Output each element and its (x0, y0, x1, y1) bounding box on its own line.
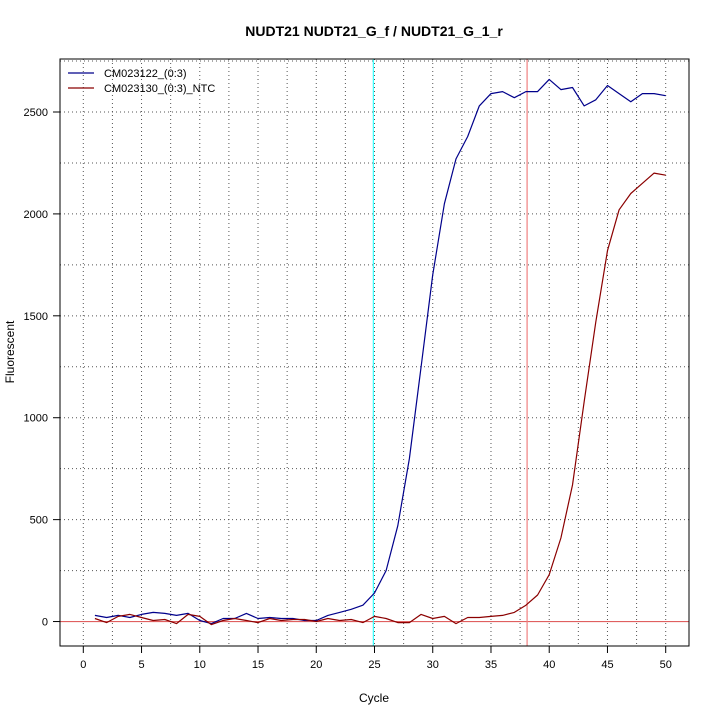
x-tick-label: 45 (601, 659, 613, 671)
x-tick-label: 0 (80, 659, 86, 671)
y-tick-label: 1000 (24, 413, 48, 425)
y-tick-label: 1500 (24, 311, 48, 323)
x-tick-label: 40 (543, 659, 555, 671)
x-tick-label: 5 (138, 659, 144, 671)
legend-entry-label: CM023130_(0:3)_NTC (104, 83, 215, 95)
reference-lines (60, 59, 689, 646)
legend-entry-label: CM023122_(0:3) (104, 68, 187, 80)
x-tick-label: 50 (660, 659, 672, 671)
chart-title: NUDT21 NUDT21_G_f / NUDT21_G_1_r (245, 23, 503, 39)
y-tick-label: 500 (30, 515, 48, 527)
y-tick-label: 2500 (24, 107, 48, 119)
x-tick-label: 25 (368, 659, 380, 671)
x-axis-label: Cycle (359, 691, 389, 705)
grid-lines (60, 59, 689, 646)
x-tick-label: 20 (310, 659, 322, 671)
x-tick-label: 35 (485, 659, 497, 671)
x-tick-label: 10 (194, 659, 206, 671)
y-tick-label: 0 (42, 617, 48, 629)
series-lines (94, 78, 666, 626)
x-tick-label: 15 (252, 659, 264, 671)
y-axis-label: Fluorescent (3, 320, 17, 383)
x-tick-label: 30 (427, 659, 439, 671)
legend: CM023122_(0:3) CM023130_(0:3)_NTC (68, 68, 215, 95)
plot-frame (59, 58, 690, 647)
y-tick-label: 2000 (24, 209, 48, 221)
series-line (94, 172, 666, 626)
